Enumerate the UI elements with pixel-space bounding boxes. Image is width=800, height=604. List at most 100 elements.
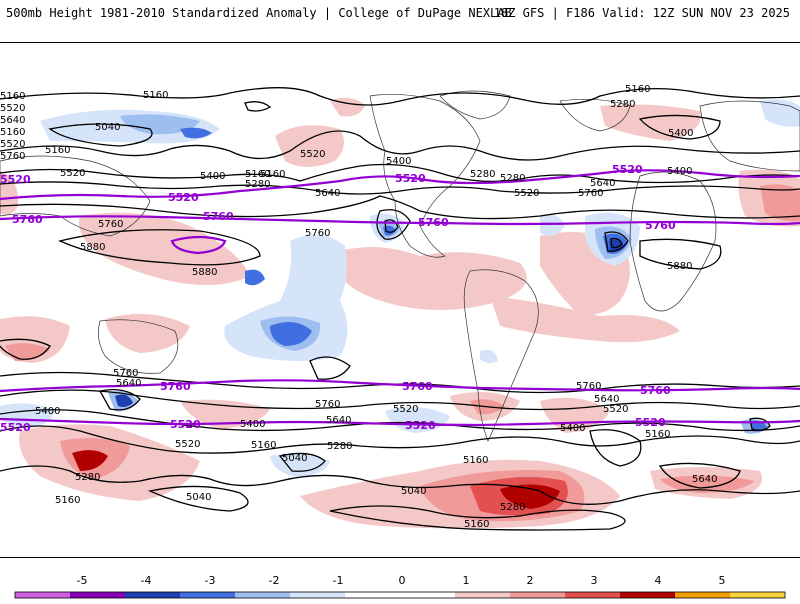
colorbar-segment: [290, 592, 346, 598]
svg-text:5160: 5160: [625, 84, 650, 95]
svg-text:5160: 5160: [245, 169, 270, 180]
reference-contour-labels: 5520 5520 5760 5760 5520 5760 5520 5760 …: [0, 163, 676, 434]
svg-text:5280: 5280: [245, 179, 270, 190]
svg-text:5640: 5640: [590, 178, 615, 189]
svg-text:5520: 5520: [395, 172, 426, 185]
svg-text:5040: 5040: [282, 453, 307, 464]
svg-text:5400: 5400: [667, 166, 692, 177]
colorbar-tick-label: -3: [205, 574, 216, 587]
svg-text:5760: 5760: [418, 216, 449, 229]
svg-text:5160: 5160: [0, 91, 25, 102]
svg-text:5040: 5040: [401, 486, 426, 497]
svg-text:5040: 5040: [186, 492, 211, 503]
svg-text:5760: 5760: [578, 188, 603, 199]
svg-text:5160: 5160: [260, 169, 285, 180]
svg-text:5520: 5520: [514, 188, 539, 199]
svg-text:5640: 5640: [116, 378, 141, 389]
svg-text:5520: 5520: [393, 404, 418, 415]
svg-text:5280: 5280: [470, 169, 495, 180]
colorbar-tick-label: 0: [399, 574, 406, 587]
colorbar-segment: [675, 592, 731, 598]
svg-text:5520: 5520: [170, 418, 201, 431]
svg-text:5160: 5160: [45, 145, 70, 156]
svg-text:5760: 5760: [315, 399, 340, 410]
svg-text:5760: 5760: [0, 151, 25, 162]
colorbar-segment: [455, 592, 511, 598]
svg-text:5160: 5160: [645, 429, 670, 440]
colorbar-border: [14, 591, 786, 599]
svg-text:5280: 5280: [500, 173, 525, 184]
colorbar-tick-label: 5: [719, 574, 726, 587]
svg-text:5400: 5400: [240, 419, 265, 430]
colorbar-tick-label: 1: [463, 574, 470, 587]
svg-text:5640: 5640: [594, 394, 619, 405]
svg-text:5400: 5400: [668, 128, 693, 139]
svg-text:5160: 5160: [464, 519, 489, 530]
colorbar-tick-label: -4: [141, 574, 152, 587]
svg-text:5280: 5280: [610, 99, 635, 110]
colorbar: -5 -4 -3 -2 -1 0 1 2 3 4 5: [0, 570, 800, 600]
svg-text:5160: 5160: [0, 127, 25, 138]
height-contour-labels: 5160 5040 5160 5520 5400 5160 5280 5640 …: [0, 84, 717, 530]
colorbar-segment: [730, 592, 786, 598]
svg-text:5520: 5520: [603, 404, 628, 415]
svg-text:5880: 5880: [192, 267, 217, 278]
svg-text:5520: 5520: [60, 168, 85, 179]
svg-text:5520: 5520: [635, 416, 666, 429]
svg-text:5640: 5640: [692, 474, 717, 485]
svg-text:5280: 5280: [327, 441, 352, 452]
colorbar-segment: [345, 592, 401, 598]
map-canvas: 5160 5040 5160 5520 5400 5160 5280 5640 …: [0, 84, 800, 531]
svg-text:5520: 5520: [0, 103, 25, 114]
height-contours: [0, 87, 800, 531]
colorbar-segment: [125, 592, 181, 598]
map-header: 500mb Height 1981-2010 Standardized Anom…: [0, 0, 800, 42]
colorbar-segment: [235, 592, 291, 598]
map-title: 500mb Height 1981-2010 Standardized Anom…: [6, 6, 512, 20]
svg-text:5760: 5760: [645, 219, 676, 232]
svg-text:5760: 5760: [113, 368, 138, 379]
colorbar-tick-label: -2: [269, 574, 280, 587]
colorbar-segment: [15, 592, 71, 598]
colorbar-tick-label: 2: [527, 574, 534, 587]
colorbar-tick-label: 4: [655, 574, 662, 587]
svg-text:5160: 5160: [463, 455, 488, 466]
anomaly-map: 5160 5040 5160 5520 5400 5160 5280 5640 …: [0, 42, 800, 558]
svg-text:5520: 5520: [612, 163, 643, 176]
colorbar-tick-label: -1: [333, 574, 344, 587]
svg-text:5760: 5760: [305, 228, 330, 239]
svg-text:5400: 5400: [386, 156, 411, 167]
svg-text:5280: 5280: [75, 472, 100, 483]
svg-text:5280: 5280: [500, 502, 525, 513]
svg-text:5520: 5520: [0, 173, 31, 186]
colorbar-segment: [400, 592, 456, 598]
svg-text:5640: 5640: [0, 115, 25, 126]
svg-text:5760: 5760: [402, 380, 433, 393]
colorbar-graphic: -5 -4 -3 -2 -1 0 1 2 3 4 5: [14, 574, 786, 599]
svg-text:5160: 5160: [55, 495, 80, 506]
reference-contours: [0, 169, 800, 427]
svg-text:5160: 5160: [251, 440, 276, 451]
svg-text:5160: 5160: [143, 90, 168, 101]
svg-text:5400: 5400: [560, 423, 585, 434]
svg-text:5760: 5760: [160, 380, 191, 393]
svg-text:5880: 5880: [667, 261, 692, 272]
svg-text:5640: 5640: [315, 188, 340, 199]
colorbar-segment: [620, 592, 676, 598]
svg-text:5880: 5880: [80, 242, 105, 253]
svg-text:5400: 5400: [35, 406, 60, 417]
colorbar-tick-label: -5: [77, 574, 88, 587]
svg-text:5400: 5400: [200, 171, 225, 182]
svg-text:5040: 5040: [95, 122, 120, 133]
colorbar-segment: [180, 592, 236, 598]
svg-text:5760: 5760: [640, 384, 671, 397]
colorbar-segment: [510, 592, 566, 598]
svg-text:5760: 5760: [12, 213, 43, 226]
svg-text:5520: 5520: [0, 421, 31, 434]
svg-text:5520: 5520: [168, 191, 199, 204]
svg-text:5760: 5760: [576, 381, 601, 392]
svg-text:5640: 5640: [326, 415, 351, 426]
svg-text:5760: 5760: [203, 210, 234, 223]
negative-anomaly-areas: [0, 99, 800, 477]
svg-text:5520: 5520: [300, 149, 325, 160]
